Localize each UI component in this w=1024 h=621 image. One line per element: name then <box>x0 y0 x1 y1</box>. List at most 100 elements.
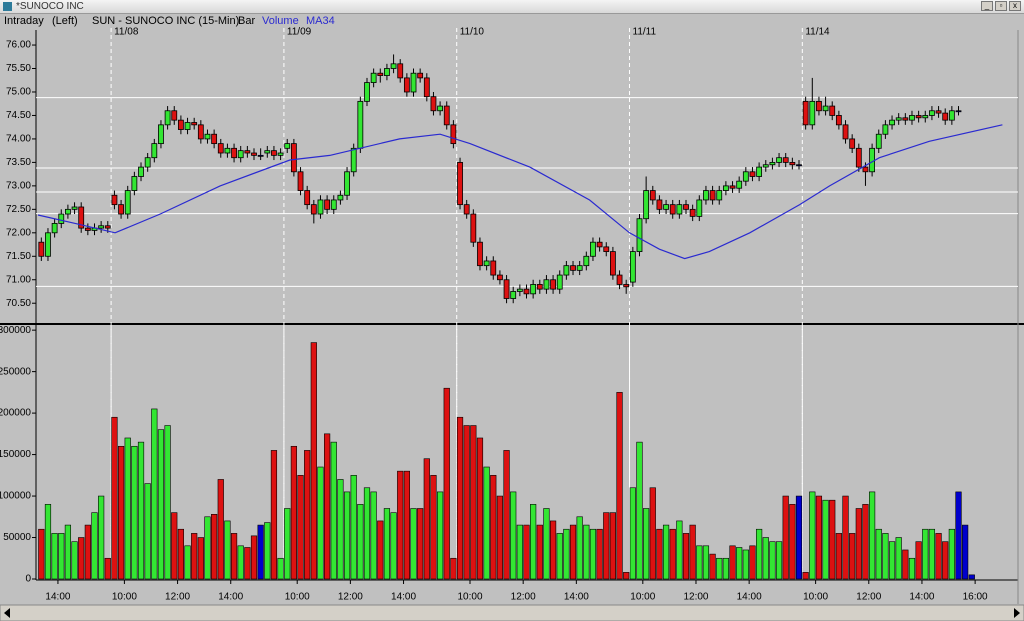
candle-body <box>603 246 610 252</box>
volume-bar <box>882 533 889 580</box>
candle-body <box>497 274 503 281</box>
y-tick-label: 75.50 <box>6 63 31 74</box>
volume-bar <box>869 491 876 580</box>
volume-bar <box>117 445 125 580</box>
x-tick-label: 14:00 <box>218 592 243 603</box>
candle-body <box>158 124 164 145</box>
volume-bar <box>616 392 623 580</box>
volume-bar <box>350 475 357 580</box>
candle-body <box>204 133 211 140</box>
symbol-label: SUN - SUNOCO INC (15-Min) <box>92 15 239 27</box>
y-tick-label: 74.00 <box>6 134 31 145</box>
candle-body <box>277 152 284 156</box>
volume-bar <box>835 533 842 580</box>
volume-bar <box>343 491 351 580</box>
candle-body <box>929 110 935 116</box>
candle-body <box>922 115 929 119</box>
candle-body <box>284 143 291 149</box>
x-tick-label: 12:00 <box>165 592 190 603</box>
y-tick-label: 71.50 <box>6 251 31 262</box>
y-tick-label: 150000 <box>0 449 31 460</box>
y-tick-label: 75.00 <box>6 87 31 98</box>
volume-bar <box>463 425 470 580</box>
volume-bar <box>317 466 324 580</box>
volume-bar <box>357 504 364 580</box>
close-button[interactable]: x <box>1009 1 1021 11</box>
candle-body <box>663 204 669 210</box>
candle-body <box>769 161 776 166</box>
restore-button[interactable]: ▫ <box>995 1 1007 11</box>
candle-body <box>869 147 876 173</box>
volume-bar <box>829 499 836 580</box>
candle-body <box>742 171 749 182</box>
candle-body <box>98 225 105 229</box>
candle-body <box>357 100 364 149</box>
y-tick-label: 71.00 <box>6 274 31 285</box>
volume-bar <box>536 524 543 580</box>
candle-body <box>224 147 231 154</box>
volume-bar <box>849 533 856 580</box>
volume-bar <box>244 547 251 580</box>
style-label: Bar <box>238 15 255 27</box>
scroll-right[interactable] <box>1014 608 1020 618</box>
volume-bar <box>503 450 510 580</box>
volume-bar <box>184 545 191 580</box>
volume-bar <box>862 504 869 580</box>
volume-bar <box>131 445 138 580</box>
candle-body <box>722 185 729 191</box>
y-tick-label: 70.50 <box>6 298 31 309</box>
candle-body <box>563 265 570 276</box>
candle-body <box>104 225 111 229</box>
candle-body <box>78 206 85 229</box>
candle-body <box>570 265 576 271</box>
scrollbar[interactable] <box>0 604 1024 621</box>
x-tick-label: 12:00 <box>338 592 363 603</box>
volume-bar <box>51 533 58 580</box>
candle-body <box>264 150 271 154</box>
y-tick-label: 74.50 <box>6 110 31 121</box>
scroll-left[interactable] <box>4 608 10 618</box>
minimize-button[interactable]: _ <box>981 1 993 11</box>
study-label: Volume <box>262 15 299 27</box>
candle-body <box>636 218 643 252</box>
mode-label: Intraday <box>4 15 44 27</box>
volume-bar <box>450 557 457 580</box>
volume-bar <box>955 491 962 580</box>
x-tick-label: 10:00 <box>803 592 828 603</box>
candle-body <box>177 119 184 130</box>
candle-body <box>211 133 218 145</box>
volume-bar <box>543 508 550 580</box>
volume-bar <box>38 528 45 580</box>
candle-body <box>330 199 337 210</box>
volume-bar <box>875 528 882 580</box>
y-tick-label: 72.50 <box>6 204 31 215</box>
app-icon <box>3 2 12 11</box>
volume-bar <box>217 479 224 580</box>
candle-body <box>536 284 543 290</box>
candle-body <box>855 147 862 168</box>
volume-bar <box>895 537 902 580</box>
volume-bar <box>709 553 716 580</box>
candle-body <box>816 100 822 112</box>
x-tick-label: 10:00 <box>630 592 655 603</box>
volume-bar <box>277 557 284 580</box>
volume-bar <box>855 508 862 580</box>
candle-body <box>510 291 517 299</box>
candle-body <box>38 241 45 257</box>
volume-bar <box>71 541 78 580</box>
day-label: 11/09 <box>287 27 312 38</box>
candle-body <box>430 96 437 112</box>
candle-body <box>483 260 490 267</box>
volume-bar <box>689 524 696 580</box>
candle-body <box>457 161 463 206</box>
candle-body <box>144 157 151 168</box>
volume-bar <box>523 524 530 580</box>
day-label: 11/08 <box>114 27 139 38</box>
candle-body <box>397 63 404 79</box>
volume-bar <box>662 524 670 580</box>
candle-body <box>516 288 523 292</box>
volume-bar <box>629 487 636 580</box>
volume-bar <box>104 557 111 580</box>
volume-bar <box>164 425 171 580</box>
candle-body <box>583 255 590 267</box>
